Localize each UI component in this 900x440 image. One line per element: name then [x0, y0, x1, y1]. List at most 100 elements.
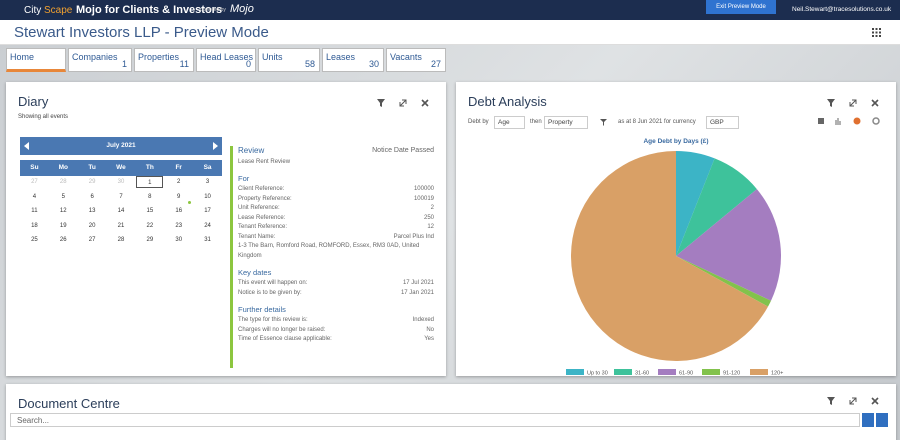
detail-label: Property Reference:: [238, 195, 292, 202]
calendar-day[interactable]: 3: [205, 179, 210, 185]
detail-label: The type for this review is:: [238, 317, 308, 323]
page-title: Stewart Investors LLP - Preview Mode: [14, 24, 269, 41]
calendar-day[interactable]: 19: [59, 222, 67, 229]
calendar-day[interactable]: 4: [32, 193, 37, 200]
calendar-day[interactable]: 9: [177, 193, 181, 200]
pie-slice: [676, 158, 757, 256]
tab[interactable]: Vacants 27: [386, 48, 446, 72]
calendar-header: July 2021: [20, 137, 222, 155]
calendar-day[interactable]: 16: [175, 208, 183, 214]
tab-label: Head Leases: [200, 52, 254, 62]
detail-value: 17 Jul 2021: [402, 280, 434, 286]
detail-value: No: [426, 326, 434, 333]
calendar-day[interactable]: 28: [59, 179, 67, 185]
detail-row: Property Reference: 100019: [238, 195, 434, 205]
weekday: We: [116, 164, 126, 171]
panel-title: Debt Analysis: [468, 94, 547, 109]
chart-type-icons[interactable]: [818, 117, 884, 126]
calendar-day[interactable]: 22: [146, 222, 154, 229]
group2-select[interactable]: Property: [544, 116, 588, 129]
calendar-day[interactable]: 18: [31, 222, 38, 229]
calendar-day[interactable]: 7: [119, 193, 123, 200]
calendar-day[interactable]: 31: [204, 237, 211, 243]
detail-label: Unit Reference:: [238, 205, 280, 211]
detail-label: Notice is to be given by:: [238, 289, 302, 296]
group1-select[interactable]: Age: [494, 116, 525, 129]
tab-label: Leases: [326, 52, 356, 62]
as-at-label: as at 8 Jun 2021 for currency: [618, 119, 696, 125]
tab-label: Units: [262, 52, 283, 62]
calendar-day[interactable]: 25: [31, 237, 38, 243]
calendar-day[interactable]: 30: [117, 179, 125, 185]
detail-row: Charges will no longer be raised: No: [238, 326, 434, 336]
detail-note: 1-3 The Barn, Romford Road, ROMFORD, Ess…: [238, 243, 420, 259]
calendar-day[interactable]: 27: [88, 237, 96, 243]
calendar-day[interactable]: 17: [204, 208, 211, 214]
currency-select[interactable]: GBP: [706, 116, 739, 129]
calendar-day[interactable]: 14: [117, 208, 125, 214]
tab[interactable]: Properties 11: [134, 48, 194, 72]
search-input[interactable]: Search...: [10, 413, 860, 427]
tab[interactable]: Leases 30: [322, 48, 384, 72]
calendar-day[interactable]: 15: [146, 208, 154, 214]
section-title: Further details: [238, 305, 286, 314]
detail-value: 12: [427, 224, 434, 230]
calendar-day[interactable]: 13: [88, 208, 96, 214]
legend-label: 120+: [771, 371, 783, 377]
calendar-days: 27 28 29 30 1 2 3 4 5 6 7 8 9 10 11 12 13 14 15 16 17 18 19 20 2…: [20, 176, 222, 256]
calendar-day[interactable]: 24: [204, 222, 211, 229]
calendar-day[interactable]: 5: [61, 193, 65, 200]
detail-value: Yes: [424, 336, 434, 342]
calendar-day[interactable]: 20: [88, 222, 96, 229]
calendar-day[interactable]: 27: [31, 179, 38, 185]
calendar-day[interactable]: 11: [31, 208, 38, 214]
edit-button[interactable]: [876, 413, 888, 427]
calendar-day[interactable]: 12: [59, 208, 67, 214]
weekday: Tu: [88, 164, 96, 171]
calendar-day[interactable]: 23: [175, 222, 183, 229]
panel-icons[interactable]: [376, 98, 436, 108]
detail-value: 100000: [413, 186, 434, 192]
tab[interactable]: Home: [6, 48, 66, 72]
section-title: Key dates: [238, 268, 272, 277]
calendar-day[interactable]: 26: [59, 237, 67, 243]
weekday: Mo: [58, 164, 68, 171]
debt-panel: Debt Analysis Debt by Age then Property …: [456, 82, 896, 376]
detail-row: Lease Reference: 250: [238, 214, 434, 224]
detail-row: Tenant Name: Parcel Plus Ind: [238, 233, 434, 243]
calendar-day[interactable]: 8: [148, 193, 152, 200]
detail-value: 17 Jan 2021: [400, 289, 434, 296]
detail-row: The type for this review is: Indexed: [238, 316, 434, 326]
detail-value: 100019: [413, 195, 434, 202]
calendar-day[interactable]: 29: [146, 237, 154, 243]
download-button[interactable]: [862, 413, 874, 427]
event-type: Review: [238, 146, 265, 155]
event-subtitle: Lease Rent Review: [238, 158, 291, 165]
detail-label: Lease Reference:: [238, 214, 286, 221]
panel-icons[interactable]: [826, 98, 886, 108]
filter-icon[interactable]: [600, 119, 608, 127]
brand-city: City: [24, 5, 42, 16]
calendar-day[interactable]: 21: [117, 222, 125, 229]
detail-value: Indexed: [412, 317, 434, 323]
tab[interactable]: Units 58: [258, 48, 320, 72]
pie-slice: [676, 256, 772, 307]
detail-row: Client Reference: 100000: [238, 185, 434, 195]
calendar-day[interactable]: 29: [88, 179, 96, 185]
user-menu[interactable]: Neil.Stewart@tracesolutions.co.uk: [792, 6, 892, 13]
calendar-day[interactable]: 10: [204, 193, 211, 200]
exit-preview-button[interactable]: Exit Preview Mode: [706, 0, 776, 14]
tab[interactable]: Companies 1: [68, 48, 132, 72]
tab[interactable]: Head Leases 0: [196, 48, 256, 72]
tab-count: 1: [121, 59, 127, 69]
calendar-day[interactable]: 28: [117, 237, 125, 243]
calendar-day[interactable]: 30: [175, 237, 183, 243]
apps-icon[interactable]: [872, 28, 881, 37]
calendar-day[interactable]: 1: [136, 176, 164, 188]
panel-icons[interactable]: [826, 396, 886, 406]
calendar-day[interactable]: 2: [177, 179, 181, 185]
calendar-day[interactable]: 6: [90, 193, 94, 200]
powered-by: powered by: [200, 7, 226, 13]
detail-value: 250: [423, 214, 434, 221]
